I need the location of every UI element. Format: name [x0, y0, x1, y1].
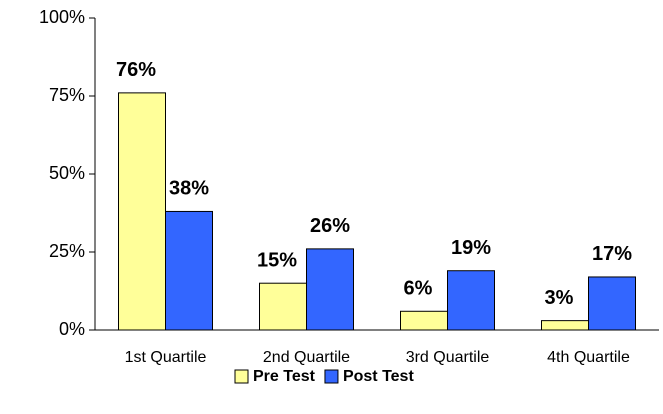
y-tick-label: 0%: [59, 319, 85, 339]
y-tick-label: 100%: [39, 7, 85, 27]
value-label: 6%: [404, 278, 433, 300]
bar: [259, 282, 307, 331]
x-tick-label: 3rd Quartile: [406, 349, 490, 366]
bar: [541, 320, 589, 331]
value-label: 76%: [116, 59, 156, 81]
y-tick-label: 50%: [49, 163, 85, 183]
bar: [447, 270, 495, 331]
value-label: 26%: [310, 215, 350, 237]
value-label: 19%: [451, 237, 491, 259]
y-tick-label: 75%: [49, 85, 85, 105]
value-label: 38%: [169, 178, 209, 200]
legend-swatch: [324, 369, 339, 384]
value-label: 17%: [592, 243, 632, 265]
value-label: 3%: [545, 287, 574, 309]
bar: [588, 276, 636, 331]
legend-label: Post Test: [343, 368, 415, 385]
bar: [400, 310, 448, 331]
legend-label: Pre Test: [253, 368, 316, 385]
legend-swatch: [234, 369, 249, 384]
x-tick-label: 4th Quartile: [547, 349, 630, 366]
bar: [165, 210, 213, 331]
x-tick-label: 2nd Quartile: [263, 349, 350, 366]
x-tick-label: 1st Quartile: [125, 349, 207, 366]
y-tick-label: 25%: [49, 241, 85, 261]
bar: [118, 92, 166, 331]
bar: [306, 248, 354, 331]
value-label: 15%: [257, 249, 297, 271]
